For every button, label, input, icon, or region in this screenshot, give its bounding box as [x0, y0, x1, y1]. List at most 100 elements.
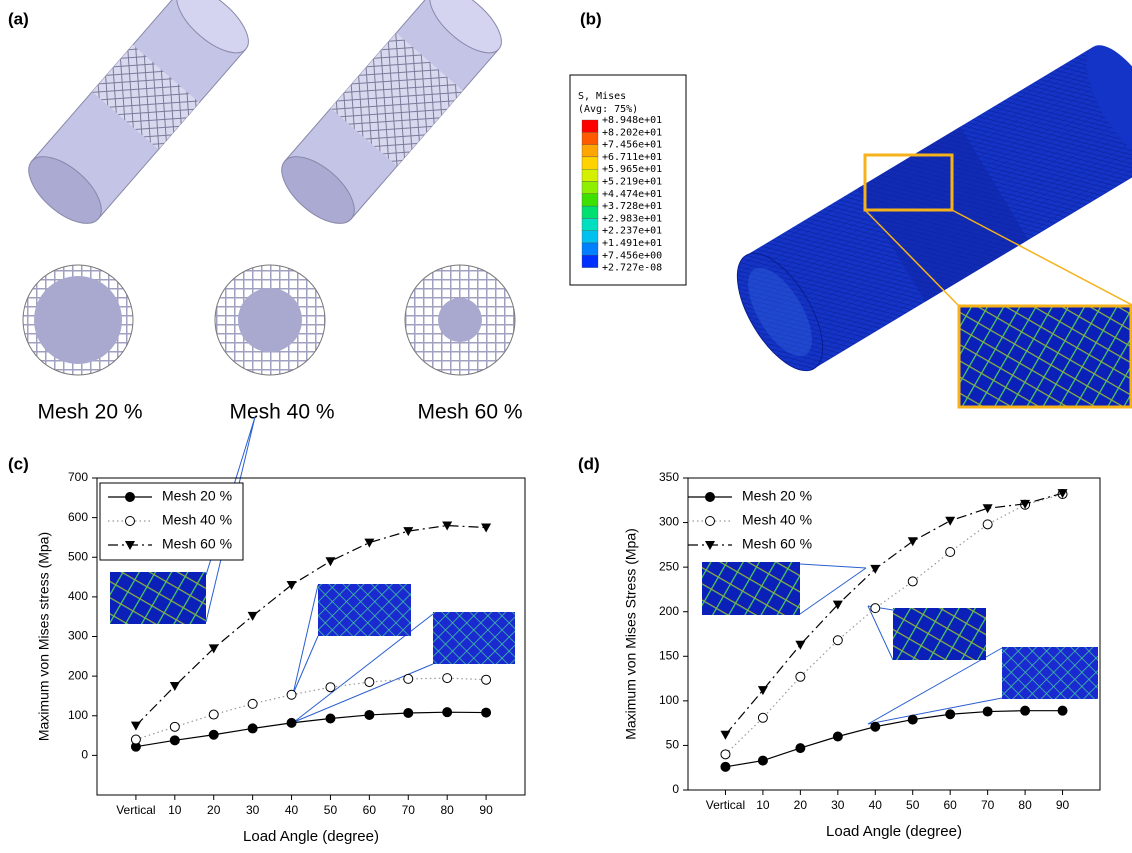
x-axis-title: Load Angle (degree) — [243, 828, 379, 845]
y-tick-label: 200 — [68, 668, 88, 682]
marker — [481, 524, 491, 533]
legend-label: Mesh 40 % — [162, 512, 232, 528]
swatch — [582, 206, 598, 218]
y-tick-label: 50 — [666, 738, 680, 752]
legend-label: +7.456e+01 — [602, 140, 662, 151]
legend-label: Mesh 40 % — [742, 512, 812, 528]
swatch — [582, 120, 598, 132]
swatch — [582, 169, 598, 181]
marker — [170, 722, 179, 731]
swatch — [582, 194, 598, 206]
y-tick-label: 400 — [68, 589, 88, 603]
legend-label: +2.983e+01 — [602, 213, 662, 224]
marker — [209, 710, 218, 719]
figure: (a) (b) (c) (d) Mesh 20 % Mesh 40 % Mesh… — [0, 0, 1132, 853]
marker — [983, 707, 992, 716]
marker — [482, 708, 491, 717]
x-tick-label: 70 — [981, 798, 995, 812]
legend-label: +5.965e+01 — [602, 164, 662, 175]
inset — [318, 584, 411, 636]
swatch — [582, 218, 598, 230]
inset — [702, 562, 800, 615]
y-tick-label: 200 — [659, 604, 679, 618]
marker — [946, 710, 955, 719]
legend-label: Mesh 20 % — [742, 488, 812, 504]
marker — [170, 736, 179, 745]
panel-label: (d) — [578, 454, 600, 473]
y-tick-label: 0 — [81, 748, 88, 762]
legend-label: Mesh 60 % — [742, 536, 812, 552]
x-axis-title: Load Angle (degree) — [826, 823, 962, 840]
x-tick-label: 20 — [794, 798, 808, 812]
marker — [833, 636, 842, 645]
x-tick-label: 20 — [207, 803, 221, 817]
marker — [1058, 706, 1067, 715]
legend-label: +6.711e+01 — [602, 152, 662, 163]
marker — [209, 730, 218, 739]
mesh-label: Mesh 20 % — [37, 401, 142, 424]
y-tick-label: 100 — [68, 708, 88, 722]
marker — [908, 577, 917, 586]
marker — [721, 762, 730, 771]
mesh-label: Mesh 60 % — [417, 401, 522, 424]
legend-label: Mesh 20 % — [162, 488, 232, 504]
y-axis-title: Maximum von Mises stress (Mpa) — [36, 532, 52, 741]
cross-sections — [23, 265, 515, 375]
marker — [720, 731, 730, 740]
swatch — [582, 255, 598, 267]
marker — [326, 683, 335, 692]
marker — [131, 735, 140, 744]
marker — [126, 493, 135, 502]
inset — [1002, 647, 1098, 699]
legend-label: +8.948e+01 — [602, 115, 662, 126]
x-tick-label: 60 — [944, 798, 958, 812]
x-tick-label: 40 — [285, 803, 299, 817]
cylinder — [270, 0, 512, 235]
y-tick-label: 0 — [672, 782, 679, 796]
x-tick-label: 30 — [246, 803, 260, 817]
legend-label: +2.727e-08 — [602, 263, 662, 274]
marker — [287, 581, 297, 590]
marker — [364, 539, 374, 548]
swatch — [582, 243, 598, 255]
legend-label: +8.202e+01 — [602, 127, 662, 138]
marker — [443, 674, 452, 683]
x-tick-label: 70 — [402, 803, 416, 817]
marker — [946, 547, 955, 556]
y-tick-label: 100 — [659, 693, 679, 707]
marker — [287, 718, 296, 727]
legend-title: S, Mises — [578, 91, 626, 102]
x-tick-label: 80 — [441, 803, 455, 817]
x-tick-label: 50 — [324, 803, 338, 817]
legend-label: +1.491e+01 — [602, 238, 662, 249]
marker — [248, 699, 257, 708]
x-tick-label: 80 — [1018, 798, 1032, 812]
y-tick-label: 300 — [659, 515, 679, 529]
marker — [758, 686, 768, 695]
y-tick-label: 250 — [659, 559, 679, 573]
legend-label: +7.456e+00 — [602, 250, 662, 261]
panel-label: (b) — [580, 9, 602, 28]
x-tick-label: 60 — [363, 803, 377, 817]
marker — [1021, 706, 1030, 715]
marker — [908, 537, 918, 546]
marker — [404, 708, 413, 717]
marker — [758, 756, 767, 765]
y-tick-label: 500 — [68, 549, 88, 563]
x-tick-label: 90 — [479, 803, 493, 817]
marker — [706, 517, 715, 526]
legend-label: Mesh 60 % — [162, 536, 232, 552]
marker — [983, 520, 992, 529]
y-tick-label: 600 — [68, 510, 88, 524]
marker — [871, 604, 880, 613]
marker — [945, 517, 955, 526]
marker — [365, 678, 374, 687]
x-tick-label: 30 — [831, 798, 845, 812]
swatch — [582, 157, 598, 169]
marker — [482, 675, 491, 684]
marker — [721, 750, 730, 759]
legend-label: +3.728e+01 — [602, 201, 662, 212]
marker — [796, 672, 805, 681]
marker — [443, 708, 452, 717]
swatch — [582, 145, 598, 157]
